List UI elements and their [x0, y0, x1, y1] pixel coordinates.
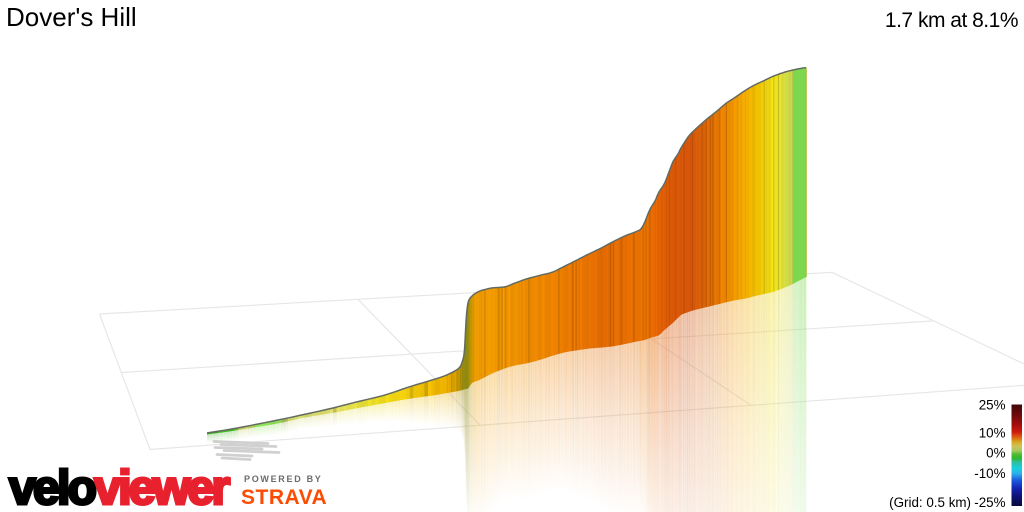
svg-text:-25%: -25% [974, 495, 1005, 510]
svg-text:1.7 km at 8.1%: 1.7 km at 8.1% [885, 9, 1018, 32]
svg-text:-10%: -10% [974, 466, 1005, 481]
svg-text:Dover's Hill: Dover's Hill [6, 2, 137, 32]
svg-text:(Grid: 0.5 km): (Grid: 0.5 km) [889, 495, 971, 510]
svg-text:25%: 25% [979, 398, 1006, 413]
svg-text:10%: 10% [979, 426, 1006, 441]
svg-text:0%: 0% [986, 446, 1005, 461]
